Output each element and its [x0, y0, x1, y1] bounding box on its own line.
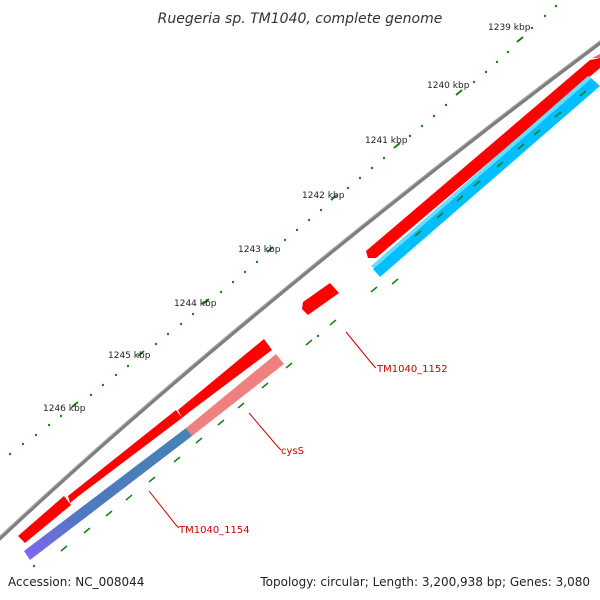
kbp-label: 1244 kbp — [174, 299, 217, 309]
kbp-label: 1246 kbp — [43, 404, 86, 414]
kbp-label: 1242 kbp — [302, 191, 345, 201]
genome-summary-text: Topology: circular; Length: 3,200,938 bp… — [259, 575, 590, 589]
cds-feature-tm1040-1154[interactable] — [24, 428, 192, 560]
inner-ruler-ticks — [32, 90, 587, 568]
cds-track — [24, 76, 600, 560]
map-title: Ruegeria sp. TM1040, complete genome — [158, 11, 443, 27]
gene-label-cyss[interactable]: cysS — [281, 446, 304, 457]
chromosome-backbone-highlight — [0, 40, 600, 537]
kbp-label: 1239 kbp — [488, 23, 531, 33]
accession-text: Accession: NC_008044 — [8, 575, 144, 589]
gene-label-tm1040-1152[interactable]: TM1040_1152 — [376, 364, 448, 375]
gene-feature-tm1040-1154[interactable] — [68, 410, 182, 503]
cds-feature-cyss[interactable] — [186, 354, 284, 436]
cds-feature[interactable] — [373, 78, 600, 277]
kbp-label: 1245 kbp — [108, 351, 151, 361]
gene-labels: TM1040_1152 cysS TM1040_1154 — [148, 331, 448, 536]
gene-label-tm1040-1154[interactable]: TM1040_1154 — [178, 525, 250, 536]
gene-feature-cyss[interactable] — [178, 339, 272, 418]
ruler-labels: 1239 kbp 1240 kbp 1241 kbp 1242 kbp 1243… — [43, 23, 531, 414]
kbp-label: 1241 kbp — [365, 136, 408, 146]
kbp-label: 1243 kbp — [238, 245, 281, 255]
gene-track — [18, 54, 600, 543]
gene-feature-tm1040-1152[interactable] — [302, 283, 339, 315]
chromosome-backbone — [0, 40, 600, 541]
kbp-label: 1240 kbp — [427, 81, 470, 91]
gene-feature[interactable] — [18, 496, 71, 543]
ruler-minor-ticks — [8, 4, 558, 456]
gene-feature[interactable] — [366, 58, 600, 258]
